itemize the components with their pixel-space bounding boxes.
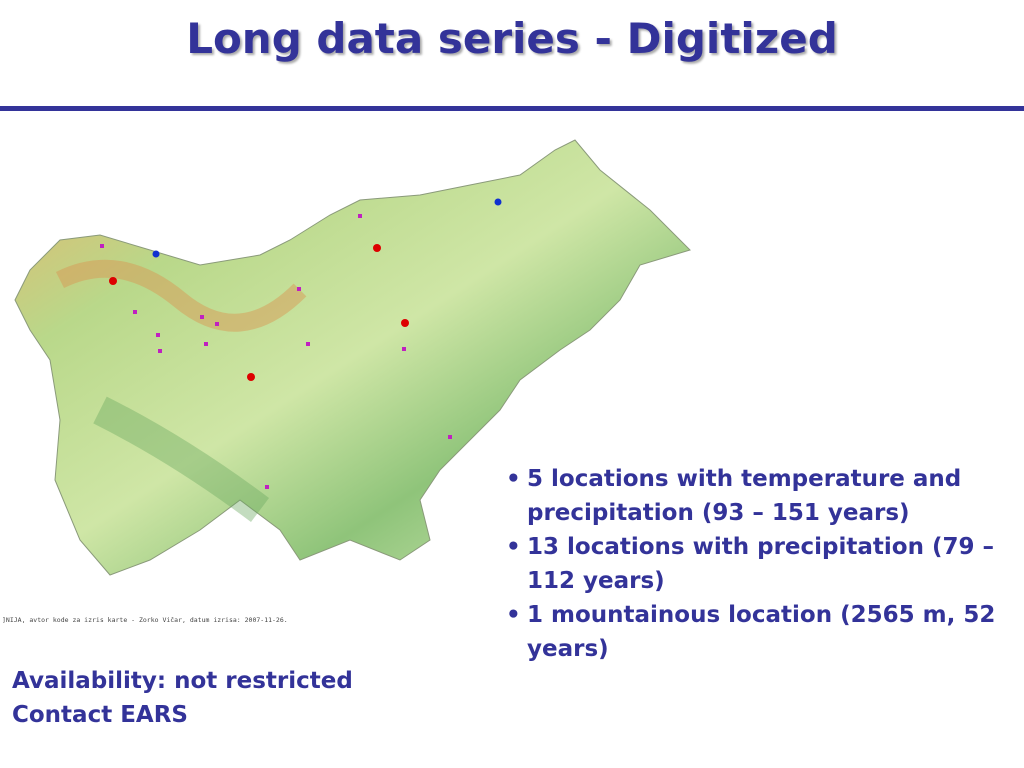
- title-rule: [0, 106, 1024, 111]
- stations: [100, 198, 502, 489]
- relief: [55, 259, 307, 332]
- bullet: 1 mountainous location (2565 m, 52 years…: [500, 598, 1015, 666]
- country-outline: [14, 139, 691, 576]
- map-credit: ]NIJA, avtor kode za izris karte - Zorko…: [2, 616, 288, 624]
- map: [14, 139, 691, 576]
- bullet: 13 locations with precipitation (79 – 11…: [500, 530, 1015, 598]
- footer-line: Contact EARS: [12, 702, 188, 728]
- bullet: 5 locations with temperature and precipi…: [500, 462, 1015, 530]
- footer: Availability: not restricted Contact EAR…: [12, 664, 353, 732]
- bullet-list: 5 locations with temperature and precipi…: [500, 462, 1015, 666]
- title: Long data series - Digitized: [186, 14, 838, 63]
- relief: [93, 396, 269, 523]
- footer-line: Availability: not restricted: [12, 668, 353, 694]
